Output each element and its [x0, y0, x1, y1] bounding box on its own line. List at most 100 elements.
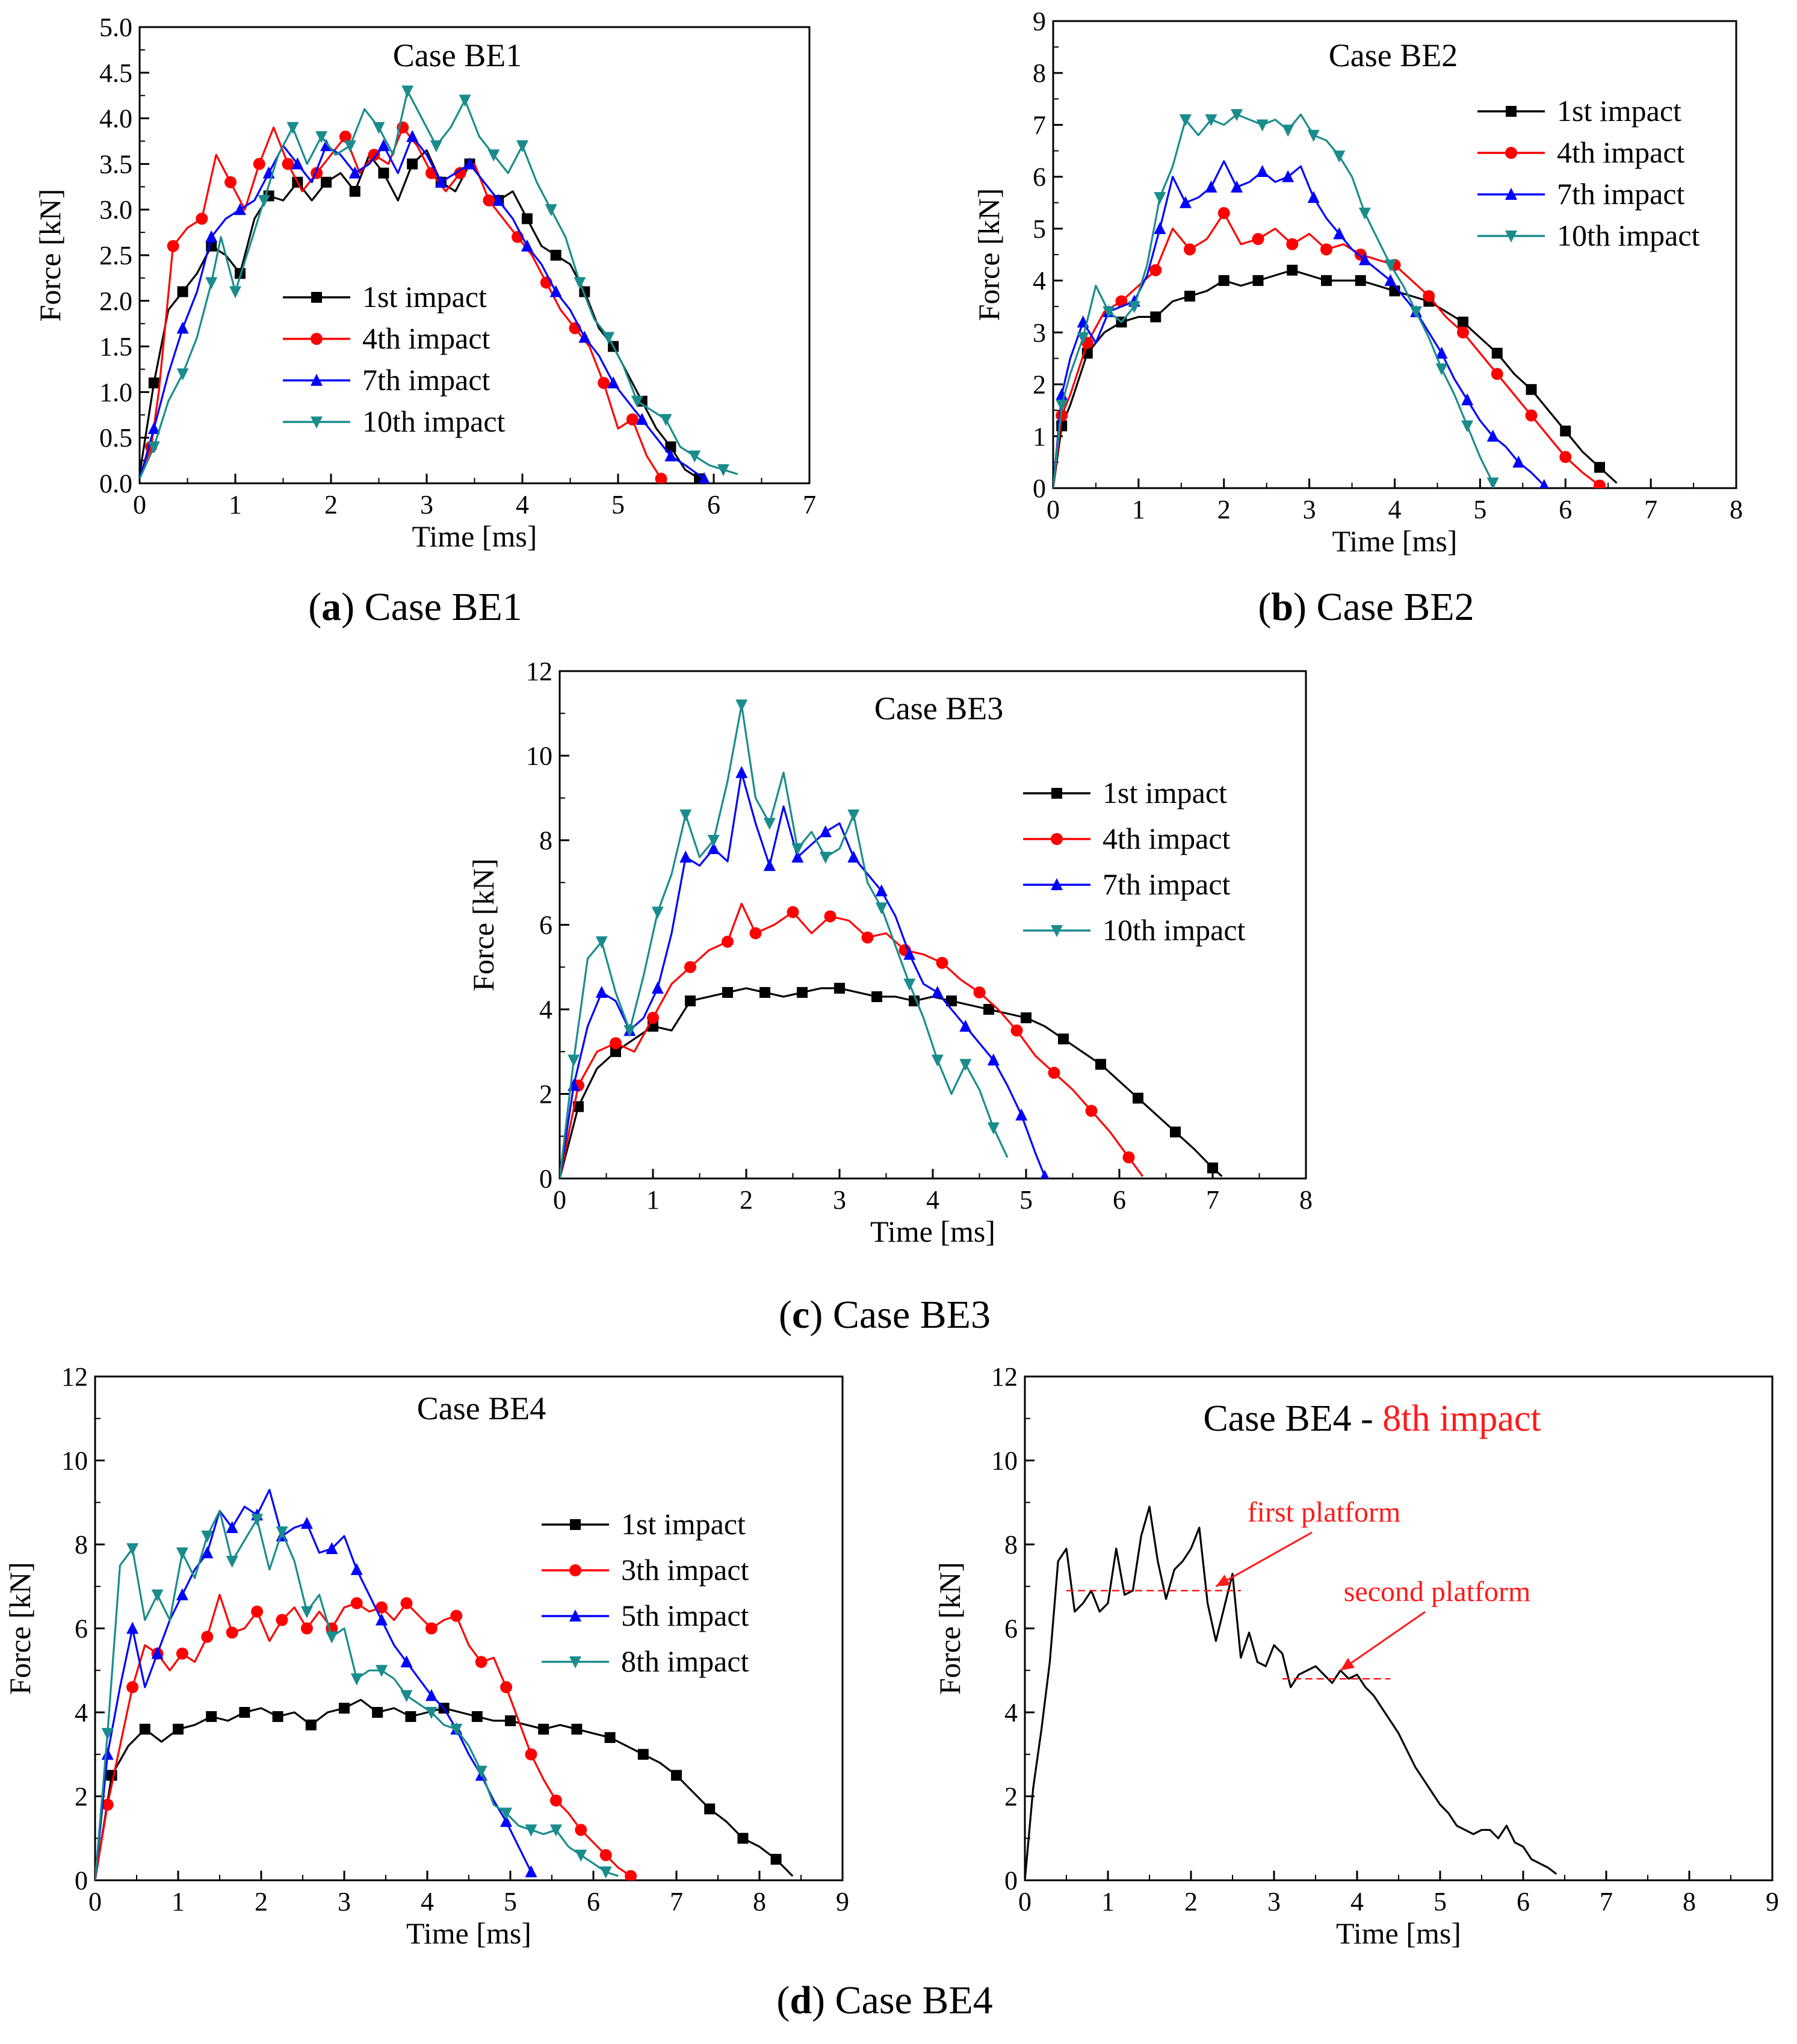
data-point [861, 931, 874, 944]
data-point [538, 1723, 549, 1735]
y-tick-label: 8 [539, 826, 552, 855]
series-line [140, 135, 705, 480]
series-line [560, 987, 1223, 1178]
data-point [1282, 125, 1294, 137]
data-point [1128, 301, 1140, 314]
x-tick-label: 5 [1434, 1887, 1447, 1916]
data-point [688, 450, 701, 463]
data-point [400, 1597, 413, 1609]
legend-marker [1505, 188, 1517, 200]
data-point [205, 277, 218, 290]
x-tick-label: 2 [255, 1887, 268, 1916]
x-tick-label: 1 [646, 1185, 660, 1215]
data-point [983, 1004, 994, 1015]
data-point [1231, 180, 1243, 193]
data-point [276, 1614, 288, 1626]
x-tick-label: 8 [1299, 1185, 1313, 1215]
data-point [1307, 191, 1320, 203]
caption-b-text: Case BE2 [1317, 585, 1474, 629]
data-point [101, 1747, 114, 1760]
data-point [101, 1727, 114, 1740]
data-point [987, 1053, 1000, 1066]
panels: 0 1 2 3 4 5 6 70.00.51.01.52.02.53.03.54.04.55.… [3, 7, 1779, 1950]
data-point [339, 1703, 350, 1714]
data-point [735, 766, 748, 778]
x-tick-label: 5 [504, 1887, 517, 1916]
data-point [350, 1562, 363, 1575]
data-point [126, 1543, 139, 1555]
y-tick-label: 2 [1033, 370, 1046, 400]
x-axis-label: Time [ms] [870, 1215, 995, 1248]
x-tick-label: 7 [1600, 1887, 1613, 1916]
data-point [430, 140, 442, 153]
y-tick-label: 2 [1004, 1782, 1018, 1812]
legend-label: 1st impact [621, 1507, 746, 1541]
data-point [1358, 208, 1371, 220]
data-point [435, 175, 447, 188]
data-point [1179, 196, 1192, 208]
data-point [655, 472, 667, 483]
data-point [176, 1647, 188, 1660]
data-point [505, 1715, 516, 1726]
data-point [1184, 243, 1196, 256]
legend-label: 8th impact [621, 1644, 749, 1678]
data-point [1205, 180, 1217, 193]
y-tick-label: 4 [1004, 1698, 1018, 1727]
x-tick-label: 7 [670, 1887, 683, 1916]
data-point [1286, 238, 1299, 250]
data-point [151, 1647, 164, 1659]
legend-label: 7th impact [1103, 867, 1231, 901]
data-point [1252, 233, 1264, 246]
data-point [819, 852, 832, 864]
data-point [1133, 1092, 1143, 1104]
y-axis-label: Force [kN] [933, 1562, 967, 1695]
y-axis-label: Force [kN] [3, 1562, 37, 1695]
caption-c: (c) Case BE3 [779, 1293, 991, 1337]
data-point [1056, 400, 1068, 412]
chart-title-highlight: 8th impact [1382, 1398, 1541, 1439]
data-point [679, 850, 692, 863]
data-point [148, 377, 159, 389]
data-point [173, 1723, 184, 1735]
data-point [251, 1605, 264, 1618]
data-point [376, 1613, 388, 1626]
data-point [1321, 275, 1332, 286]
caption-a-letter: a [321, 585, 341, 629]
legend-marker [569, 1609, 581, 1621]
data-point [226, 1521, 238, 1534]
x-tick-label: 5 [611, 490, 625, 519]
data-point [763, 817, 776, 830]
data-point [407, 158, 418, 170]
legend-label: 4th impact [362, 321, 490, 355]
data-point [300, 1622, 313, 1635]
legend-label: 10th impact [1557, 218, 1700, 252]
legend-label: 1st impact [1557, 94, 1681, 128]
data-point [1085, 1104, 1098, 1117]
legend-marker [1505, 231, 1517, 243]
x-axis-label: Time [ms] [412, 519, 537, 553]
data-point [735, 699, 748, 712]
data-point [525, 1824, 537, 1837]
data-point [1021, 1012, 1031, 1024]
caption-b-letter: b [1271, 585, 1293, 629]
data-point [147, 422, 160, 435]
series-line [1053, 160, 1545, 488]
series-line [560, 704, 1009, 1178]
chart-title: Case BE2 [1329, 37, 1458, 73]
data-point [1594, 479, 1606, 488]
x-tick-label: 2 [324, 490, 338, 519]
data-point [234, 203, 246, 215]
series-2 [95, 1594, 637, 1880]
data-point [344, 140, 356, 153]
x-tick-label: 4 [926, 1185, 939, 1215]
y-axis-label: Force [kN] [466, 858, 500, 991]
data-point [1077, 332, 1089, 344]
data-point [1252, 275, 1264, 286]
data-point [610, 1046, 621, 1058]
y-tick-label: 10 [526, 742, 552, 771]
series-1 [1025, 1505, 1557, 1880]
data-point [201, 1631, 214, 1643]
legend-marker [311, 292, 322, 303]
data-point [1010, 1024, 1023, 1037]
